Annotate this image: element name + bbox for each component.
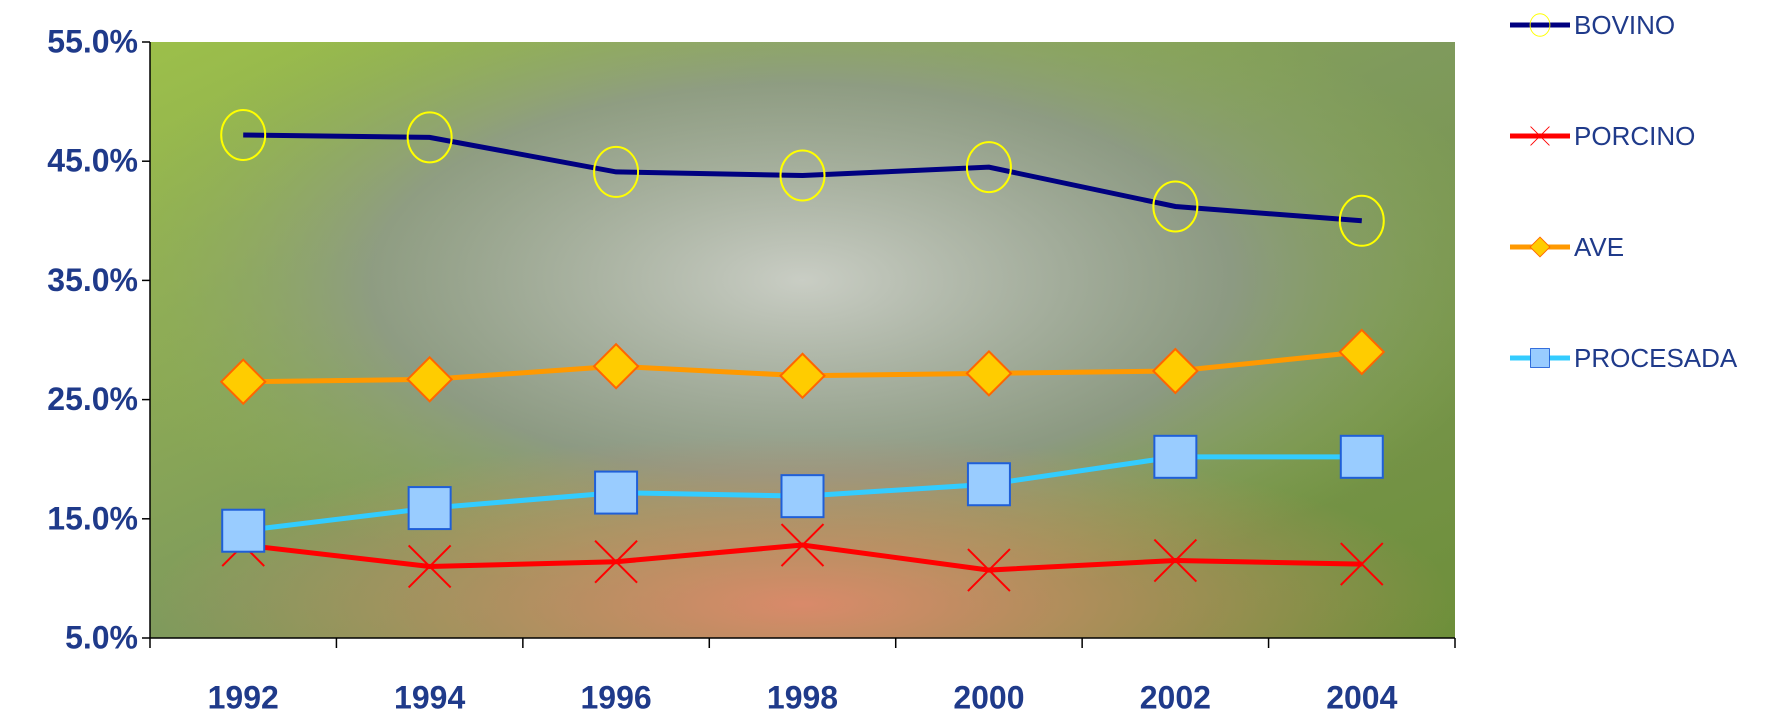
- data-point: [409, 487, 451, 529]
- y-tick-label: 55.0%: [47, 23, 138, 59]
- data-point: [782, 475, 824, 517]
- x-tick-label: 1994: [394, 679, 465, 715]
- legend-marker: [1531, 349, 1550, 368]
- legend-item: PROCESADA: [1510, 343, 1738, 373]
- legend-label: AVE: [1574, 232, 1624, 262]
- background-photo: [150, 42, 1455, 638]
- y-tick-label: 25.0%: [47, 381, 138, 417]
- legend-label: PORCINO: [1574, 121, 1695, 151]
- x-tick-label: 1998: [767, 679, 838, 715]
- legend-item: PORCINO: [1510, 121, 1695, 151]
- legend-item: AVE: [1510, 232, 1624, 262]
- legend-label: BOVINO: [1574, 10, 1675, 40]
- x-tick-label: 2002: [1140, 679, 1211, 715]
- x-tick-label: 2004: [1326, 679, 1397, 715]
- data-point: [1341, 436, 1383, 478]
- y-tick-label: 35.0%: [47, 262, 138, 298]
- data-point: [222, 510, 264, 552]
- data-point: [1154, 436, 1196, 478]
- y-tick-label: 15.0%: [47, 500, 138, 536]
- legend-label: PROCESADA: [1574, 343, 1738, 373]
- data-point: [595, 472, 637, 514]
- chart: 5.0% 15.0% 25.0% 35.0% 45.0% 55.0% 1992 1994 199…: [0, 0, 1769, 719]
- x-tick-label: 1996: [580, 679, 651, 715]
- legend-marker: [1530, 237, 1550, 257]
- y-tick-label: 45.0%: [47, 143, 138, 179]
- data-point: [968, 463, 1010, 505]
- x-tick-label: 1992: [208, 679, 279, 715]
- y-tick-label: 5.0%: [65, 619, 138, 655]
- x-tick-label: 2000: [953, 679, 1024, 715]
- legend-item: BOVINO: [1510, 10, 1675, 40]
